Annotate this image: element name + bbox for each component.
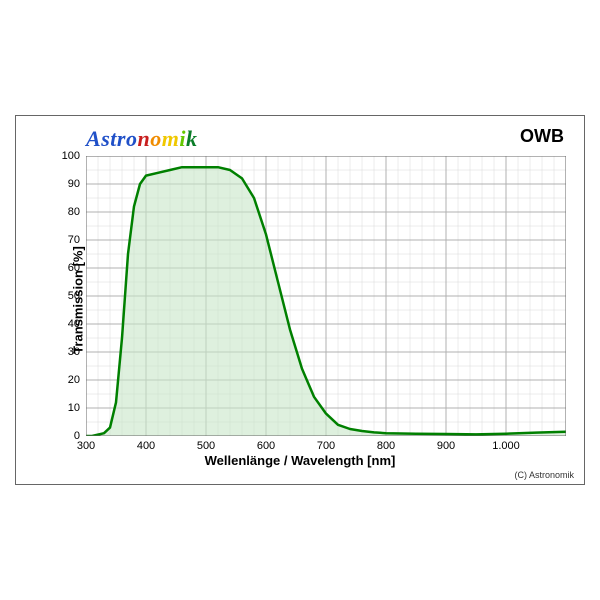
plot-area (86, 156, 566, 436)
y-tick: 60 (68, 262, 80, 274)
chart-frame: Astronomik OWB Transmission [%] 30040050… (15, 115, 585, 485)
filter-name-label: OWB (520, 126, 564, 147)
transmission-chart (86, 156, 566, 436)
x-tick: 800 (377, 440, 395, 452)
y-tick: 80 (68, 206, 80, 218)
copyright-label: (C) Astronomik (514, 470, 574, 480)
x-tick: 600 (257, 440, 275, 452)
y-tick: 0 (74, 430, 80, 442)
y-tick: 70 (68, 234, 80, 246)
y-tick: 10 (68, 402, 80, 414)
y-tick: 30 (68, 346, 80, 358)
brand-logo: Astronomik (86, 126, 197, 152)
y-tick: 50 (68, 290, 80, 302)
x-tick: 500 (197, 440, 215, 452)
x-axis-label: Wellenlänge / Wavelength [nm] (205, 453, 396, 468)
x-tick: 1.000 (492, 440, 520, 452)
y-tick: 40 (68, 318, 80, 330)
y-tick: 90 (68, 178, 80, 190)
x-tick: 700 (317, 440, 335, 452)
x-tick: 900 (437, 440, 455, 452)
y-tick: 100 (62, 150, 80, 162)
y-tick: 20 (68, 374, 80, 386)
x-tick: 400 (137, 440, 155, 452)
